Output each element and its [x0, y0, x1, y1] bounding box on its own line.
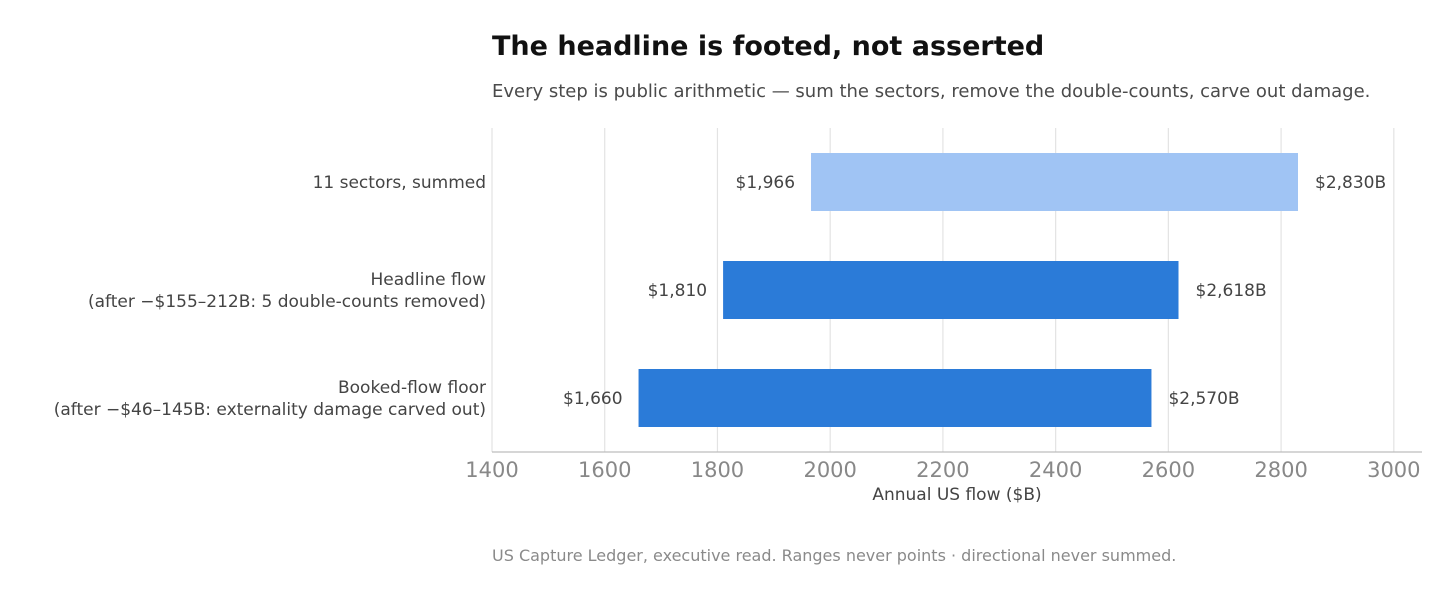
- x-tick-label: 2000: [803, 458, 856, 482]
- category-label: 11 sectors, summed: [313, 173, 486, 193]
- category-label: Booked-flow floor: [338, 378, 486, 398]
- bar-low-label: $1,810: [648, 281, 707, 301]
- value-labels: $1,966 $2,830B $1,810 $2,618B $1,660 $2,570B: [563, 173, 1386, 409]
- range-bar: [811, 153, 1298, 211]
- bar-high-label: $2,830B: [1315, 173, 1386, 193]
- chart-title: The headline is footed, not asserted: [492, 31, 1044, 62]
- x-tick-label: 2200: [916, 458, 969, 482]
- x-axis-label: Annual US flow ($B): [872, 485, 1041, 505]
- category-label: Headline flow: [370, 270, 486, 290]
- range-bar: [723, 261, 1179, 319]
- x-axis-ticks: 1400 1600 1800 2000 2200 2400 2600 2800 3000: [465, 458, 1420, 482]
- bars: [638, 153, 1298, 427]
- x-tick-label: 3000: [1367, 458, 1420, 482]
- category-label: (after −$155–212B: 5 double-counts remov…: [88, 292, 486, 312]
- bar-low-label: $1,660: [563, 389, 622, 409]
- bar-high-label: $2,570B: [1168, 389, 1239, 409]
- bar-high-label: $2,618B: [1196, 281, 1267, 301]
- chart-subtitle: Every step is public arithmetic — sum th…: [492, 81, 1370, 102]
- x-tick-label: 2600: [1142, 458, 1195, 482]
- x-tick-label: 1400: [465, 458, 518, 482]
- x-tick-label: 2800: [1254, 458, 1307, 482]
- x-tick-label: 2400: [1029, 458, 1082, 482]
- bar-low-label: $1,966: [736, 173, 795, 193]
- x-tick-label: 1600: [578, 458, 631, 482]
- category-label: (after −$46–145B: externality damage car…: [54, 400, 486, 420]
- x-tick-label: 1800: [691, 458, 744, 482]
- range-bar: [638, 369, 1152, 427]
- chart-footer: US Capture Ledger, executive read. Range…: [492, 546, 1176, 565]
